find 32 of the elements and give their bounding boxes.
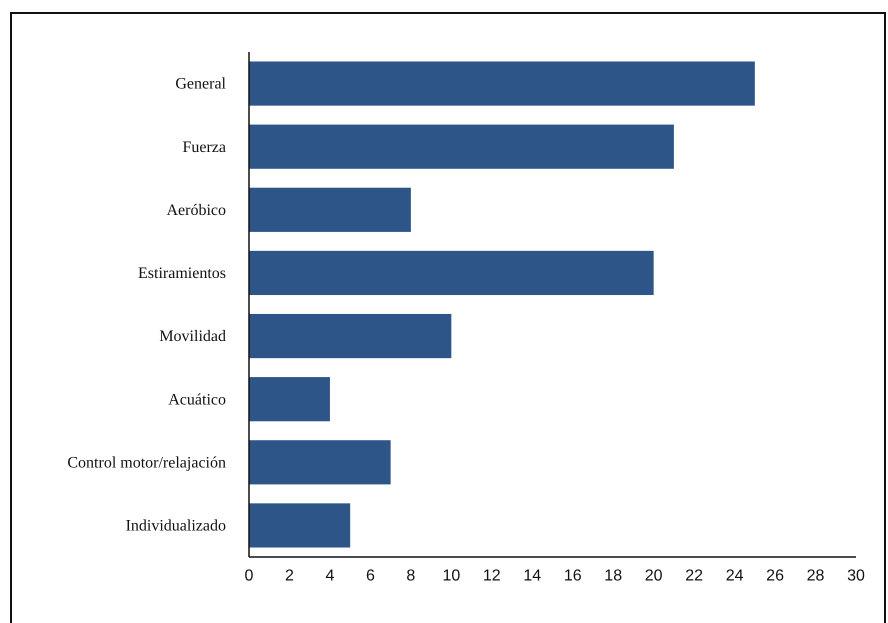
x-tick-label: 24 (726, 567, 744, 584)
x-tick-label: 20 (644, 567, 663, 584)
y-tick-label: Control motor/relajación (67, 454, 226, 472)
x-tick-label: 8 (406, 567, 416, 584)
x-tick-label: 22 (685, 567, 704, 584)
x-tick-label: 4 (325, 567, 334, 584)
bar (249, 61, 755, 106)
x-tick-label: 10 (442, 567, 460, 584)
bar (249, 314, 452, 358)
y-tick-label: Individualizado (126, 518, 226, 535)
x-tick-label: 30 (847, 567, 865, 584)
y-tick-label: Movilidad (159, 328, 226, 346)
y-tick-label: Acuático (168, 391, 226, 408)
bar (249, 503, 350, 548)
bar (249, 124, 674, 169)
x-tick-label: 12 (482, 567, 501, 584)
x-tick-label: 2 (285, 567, 294, 584)
y-tick-label: Aeróbico (166, 202, 226, 219)
x-tick-label: 6 (366, 567, 375, 584)
x-tick-label: 28 (806, 567, 825, 584)
x-tick-label: 18 (604, 567, 622, 584)
x-tick-label: 26 (766, 567, 784, 584)
y-tick-label: Fuerza (182, 138, 226, 156)
x-tick-label: 16 (564, 567, 582, 584)
x-tick-label: 0 (244, 567, 254, 584)
bar (249, 377, 330, 422)
y-tick-label: General (175, 76, 227, 93)
bar (249, 440, 391, 484)
y-tick-label: Estiramientos (138, 265, 226, 282)
bar (249, 188, 411, 232)
x-tick-label: 14 (523, 567, 542, 584)
bar (249, 250, 654, 296)
